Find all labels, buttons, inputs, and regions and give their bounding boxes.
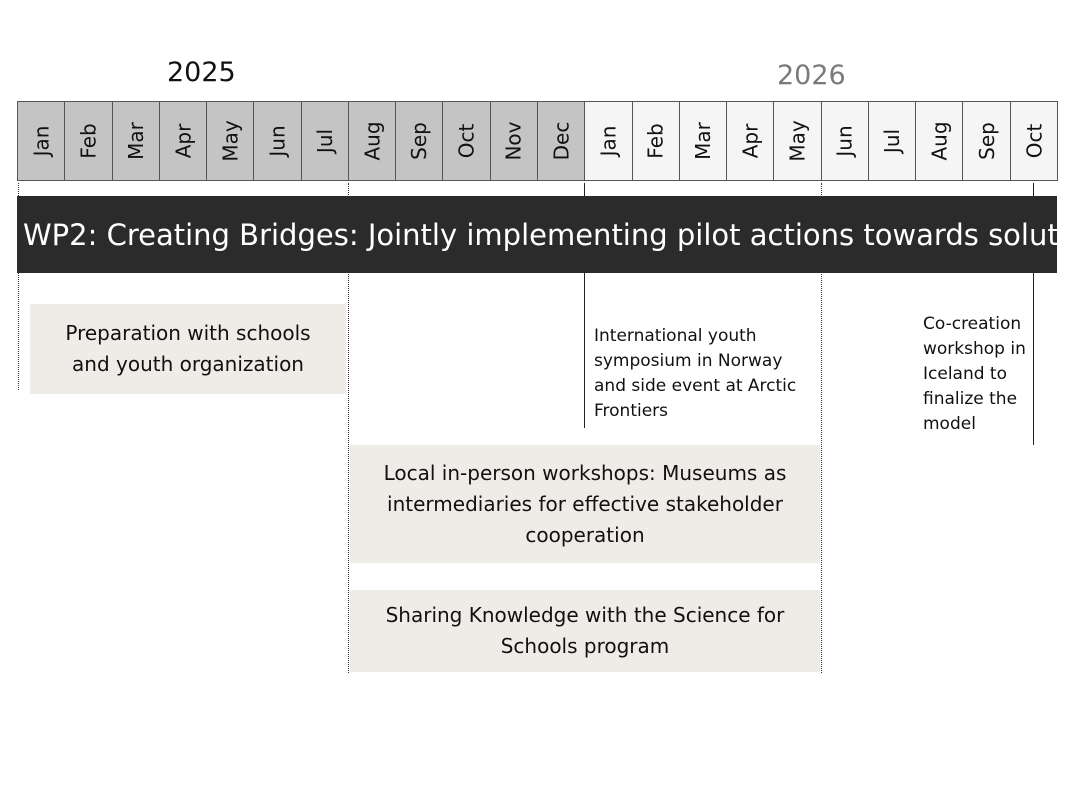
- month-label: Apr: [170, 123, 195, 159]
- month-label: Mar: [123, 122, 148, 160]
- month-label: Oct: [454, 123, 479, 159]
- activity-preparation: Preparation with schools and youth organ…: [30, 304, 346, 394]
- month-label: Mar: [690, 122, 715, 160]
- month-cell: Jan: [584, 101, 633, 181]
- month-label: Jun: [265, 125, 290, 157]
- month-cell: Mar: [111, 101, 160, 181]
- month-cell: Oct: [442, 101, 491, 181]
- boundary-jun-2026-dotted: [821, 183, 822, 673]
- activity-local-workshops: Local in-person workshops: Museums as in…: [350, 445, 820, 563]
- month-cell: Sep: [962, 101, 1011, 181]
- activity-sharing-knowledge: Sharing Knowledge with the Science for S…: [350, 590, 820, 672]
- activity-sharing-knowledge-label: Sharing Knowledge with the Science for S…: [385, 603, 785, 658]
- month-label: Oct: [1021, 123, 1046, 159]
- month-label: Jan: [29, 125, 54, 157]
- month-label: Dec: [549, 121, 574, 161]
- month-label: Feb: [76, 123, 101, 159]
- month-cell: Oct: [1009, 101, 1058, 181]
- boundary-oct-2026: [1033, 183, 1034, 445]
- month-label: Apr: [738, 123, 763, 159]
- boundary-jan-2026: [584, 183, 585, 428]
- month-cell: Feb: [631, 101, 680, 181]
- month-label: Sep: [974, 122, 999, 160]
- month-cell: Aug: [347, 101, 397, 181]
- month-cell: Apr: [726, 101, 775, 181]
- month-cell: Feb: [64, 101, 113, 181]
- month-label: Jul: [880, 128, 905, 154]
- month-label: Nov: [501, 121, 526, 161]
- year-label-2025: 2025: [167, 57, 236, 88]
- month-cell: Nov: [489, 101, 538, 181]
- month-label: Jul: [312, 128, 337, 154]
- month-cell: Mar: [678, 101, 728, 181]
- month-label: May: [218, 120, 243, 162]
- activity-local-workshops-label: Local in-person workshops: Museums as in…: [383, 460, 787, 547]
- activity-preparation-label: Preparation with schools and youth organ…: [65, 321, 311, 376]
- month-label: Feb: [643, 123, 668, 159]
- month-label: Aug: [927, 121, 952, 161]
- month-label: Sep: [407, 122, 432, 160]
- month-cell: May: [773, 101, 822, 181]
- month-label: Jan: [596, 125, 621, 157]
- month-cell: Jun: [253, 101, 302, 181]
- month-cell: Jul: [867, 101, 917, 181]
- month-label: May: [785, 120, 810, 162]
- month-cell: May: [206, 101, 255, 181]
- month-cell: Jan: [17, 101, 66, 181]
- month-cell: Sep: [395, 101, 444, 181]
- month-cell: Jun: [820, 101, 869, 181]
- boundary-aug-dotted: [348, 183, 349, 673]
- work-package-banner: WP2: Creating Bridges: Jointly implement…: [17, 196, 1067, 273]
- month-label: Aug: [360, 121, 385, 161]
- month-cell: Aug: [915, 101, 964, 181]
- month-label: Jun: [832, 125, 857, 157]
- month-cell: Dec: [537, 101, 586, 181]
- milestone-cocreation: Co-creation workshop in Iceland to final…: [923, 314, 1026, 434]
- year-label-2026: 2026: [777, 60, 846, 91]
- month-cell: Apr: [158, 101, 208, 181]
- boundary-start-dotted: [18, 183, 19, 390]
- month-cell: Jul: [300, 101, 349, 181]
- milestone-symposium: International youth symposium in Norway …: [594, 326, 797, 421]
